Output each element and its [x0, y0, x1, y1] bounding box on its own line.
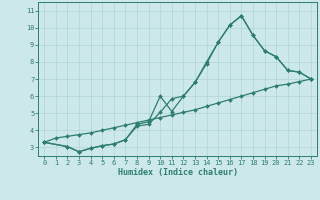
- X-axis label: Humidex (Indice chaleur): Humidex (Indice chaleur): [118, 168, 238, 177]
